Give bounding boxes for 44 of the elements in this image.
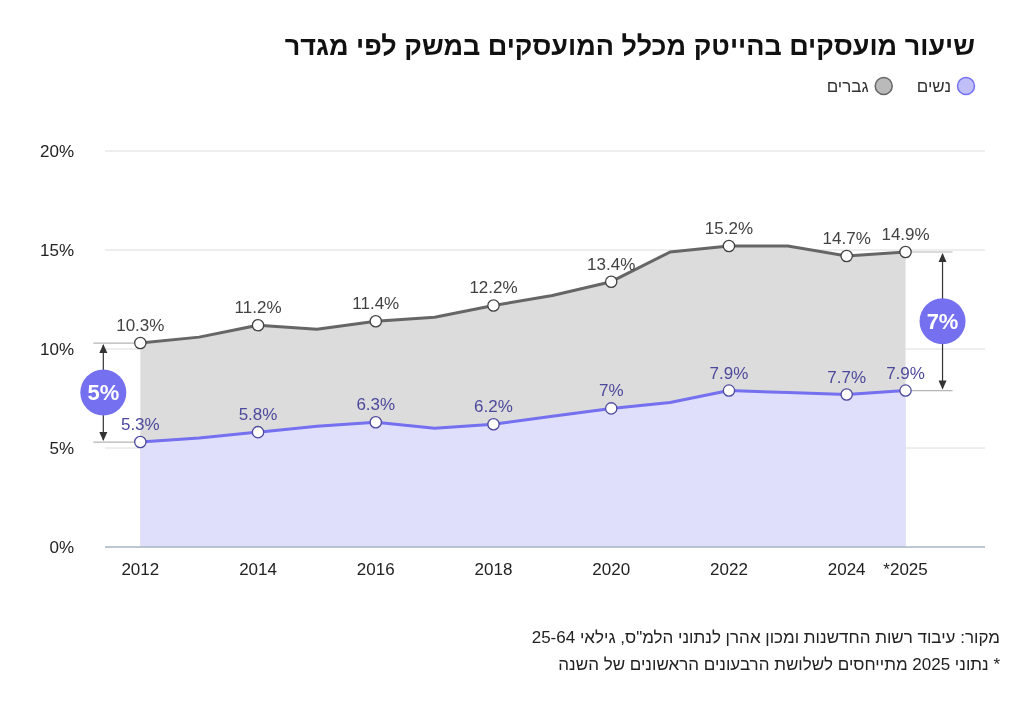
annotation: 7% (926, 308, 959, 334)
y-tick-label: 0% (49, 537, 74, 557)
point (134, 336, 147, 350)
data-label: 5.8% (238, 405, 278, 425)
x-tick-label: 2020 (592, 560, 631, 579)
data-label: 7.9% (886, 363, 925, 383)
text: מקור: עיבוד רשות החדשנות ומכון אהרן לנתוני הלמ"ס, גילאי 25-64 (531, 628, 1000, 647)
y-tick-label: 15% (39, 240, 74, 260)
data-label: 7.7% (827, 367, 867, 387)
data-label: 11.4% (352, 294, 400, 314)
point (840, 249, 853, 263)
legend-label: נשים (916, 76, 951, 96)
data-label: 6.2% (474, 397, 513, 417)
annotation: 5% (87, 380, 120, 406)
data-label: 10.3% (116, 316, 165, 336)
point (722, 239, 736, 253)
data-label: 5.3% (120, 415, 160, 435)
y-tick-label: 10% (39, 339, 74, 359)
point (487, 299, 500, 312)
data-label: 12.2% (469, 278, 518, 298)
y-tick-label: 20% (39, 141, 74, 161)
data-label: 7.9% (709, 363, 749, 383)
x-tick-label: 2014 (239, 560, 277, 579)
data-label: 11.2% (234, 298, 282, 318)
x-tick-label: *2025 (883, 560, 928, 579)
x-tick-label: 2024 (827, 560, 866, 579)
y-tick-label: 5% (49, 438, 74, 458)
x-tick-label: 2018 (474, 560, 513, 579)
point (899, 245, 912, 259)
text: * נתוני 2025 מתייחסים לשלושת הרבעונים הראשונים של השנה (558, 655, 1001, 674)
x-tick-label: 2016 (356, 560, 395, 579)
data-label: 13.4% (587, 254, 636, 274)
point (251, 318, 265, 332)
data-label: 14.7% (822, 228, 871, 248)
legend-label: גברים (826, 76, 869, 96)
data-label: 15.2% (704, 219, 754, 239)
chart-title: שיעור מועסקים בהייטק מכלל המועסקים במשק לפי מגדר (284, 31, 975, 61)
point (369, 315, 383, 328)
data-label: 7% (598, 381, 624, 401)
point (604, 275, 618, 288)
x-tick-label: 2012 (121, 560, 160, 579)
data-label: 14.9% (881, 224, 930, 244)
x-tick-label: 2022 (710, 560, 748, 579)
data-label: 6.3% (356, 395, 396, 415)
